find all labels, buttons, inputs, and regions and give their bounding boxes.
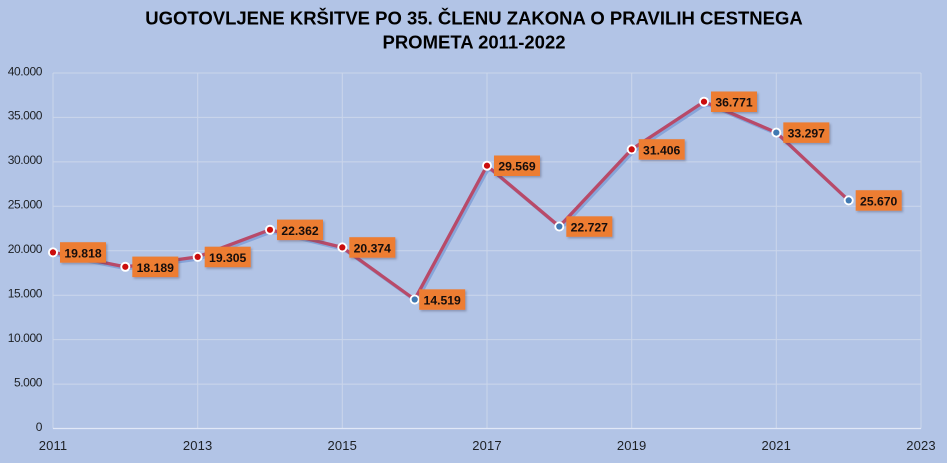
svg-text:2017: 2017 [472, 438, 502, 453]
svg-text:19.818: 19.818 [64, 246, 101, 260]
svg-text:35.000: 35.000 [8, 109, 43, 123]
svg-text:10.000: 10.000 [8, 331, 43, 345]
svg-text:14.519: 14.519 [424, 294, 461, 308]
svg-text:2021: 2021 [762, 438, 792, 453]
svg-text:20.374: 20.374 [354, 241, 391, 255]
svg-text:22.727: 22.727 [571, 221, 608, 235]
svg-text:2023: 2023 [906, 438, 936, 453]
svg-text:20.000: 20.000 [8, 242, 43, 256]
svg-text:2013: 2013 [183, 438, 213, 453]
svg-text:PROMETA 2011-2022: PROMETA 2011-2022 [382, 32, 565, 53]
svg-text:18.189: 18.189 [137, 261, 174, 275]
svg-text:15.000: 15.000 [8, 287, 43, 301]
svg-text:2011: 2011 [39, 438, 68, 453]
svg-text:33.297: 33.297 [788, 127, 825, 141]
svg-text:UGOTOVLJENE KRŠITVE PO 35. ČLE: UGOTOVLJENE KRŠITVE PO 35. ČLENU ZAKONA … [145, 8, 803, 29]
svg-text:25.000: 25.000 [8, 198, 43, 212]
svg-text:31.406: 31.406 [643, 143, 680, 157]
svg-text:29.569: 29.569 [498, 160, 535, 174]
svg-text:5.000: 5.000 [14, 375, 43, 389]
svg-text:22.362: 22.362 [281, 224, 318, 238]
svg-text:40.000: 40.000 [8, 64, 43, 78]
svg-text:2015: 2015 [328, 438, 358, 453]
svg-text:0: 0 [36, 420, 43, 434]
svg-text:36.771: 36.771 [715, 96, 752, 110]
svg-text:25.670: 25.670 [860, 194, 897, 208]
svg-text:30.000: 30.000 [8, 153, 43, 167]
svg-text:2019: 2019 [617, 438, 647, 453]
svg-text:19.305: 19.305 [209, 251, 246, 265]
